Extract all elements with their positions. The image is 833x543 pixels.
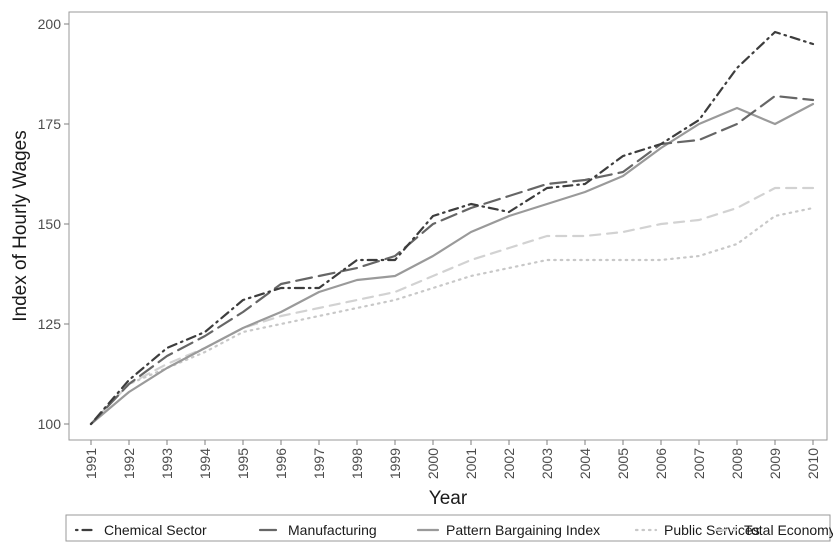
x-tick-label: 1993 <box>159 448 175 479</box>
x-tick-label: 1994 <box>197 448 213 479</box>
x-tick-label: 2010 <box>805 448 821 479</box>
x-tick-label: 1992 <box>121 448 137 479</box>
x-tick-label: 1999 <box>387 448 403 479</box>
legend-label: Pattern Bargaining Index <box>446 522 600 538</box>
legend-label: Manufacturing <box>288 522 377 538</box>
legend-label: Total Economy <box>744 522 833 538</box>
x-tick-label: 1995 <box>235 448 251 479</box>
y-tick-label: 150 <box>38 216 62 232</box>
y-axis-title: Index of Hourly Wages <box>10 130 31 322</box>
legend: Chemical Sector Manufacturing Pattern Barg… <box>65 514 833 542</box>
x-tick-label: 2004 <box>577 448 593 479</box>
x-axis-ticks: 1991 1992 1993 1994 1995 1996 1997 1998 1999 2000… <box>83 440 821 479</box>
x-axis-title: Year <box>429 488 468 509</box>
series-line-public-services <box>89 206 815 426</box>
y-tick-label: 125 <box>38 316 62 332</box>
x-tick-label: 2005 <box>615 448 631 479</box>
series-lines <box>89 30 815 426</box>
x-tick-label: 1998 <box>349 448 365 479</box>
x-tick-label: 2008 <box>729 448 745 479</box>
x-tick-label: 2002 <box>501 448 517 479</box>
x-tick-label: 2001 <box>463 448 479 479</box>
y-tick-label: 175 <box>38 116 62 132</box>
x-tick-label: 1996 <box>273 448 289 479</box>
plot-panel <box>68 11 828 441</box>
x-tick-label: 1997 <box>311 448 327 479</box>
x-tick-label: 2003 <box>539 448 555 479</box>
x-tick-label: 2007 <box>691 448 707 479</box>
x-tick-label: 1991 <box>83 448 99 479</box>
x-tick-label: 2009 <box>767 448 783 479</box>
y-axis-ticks: 100 125 150 175 200 <box>38 16 69 432</box>
x-tick-label: 2000 <box>425 448 441 479</box>
series-line-total-economy <box>89 186 815 426</box>
series-line-pattern-bargaining-index <box>89 102 815 426</box>
series-line-chemical-sector <box>89 30 815 426</box>
legend-label: Chemical Sector <box>104 522 207 538</box>
legend-label: Public Services <box>664 522 760 538</box>
x-tick-label: 2006 <box>653 448 669 479</box>
y-tick-label: 200 <box>38 16 62 32</box>
legend-box <box>65 514 831 542</box>
y-tick-label: 100 <box>38 416 62 432</box>
series-line-manufacturing <box>89 94 815 426</box>
